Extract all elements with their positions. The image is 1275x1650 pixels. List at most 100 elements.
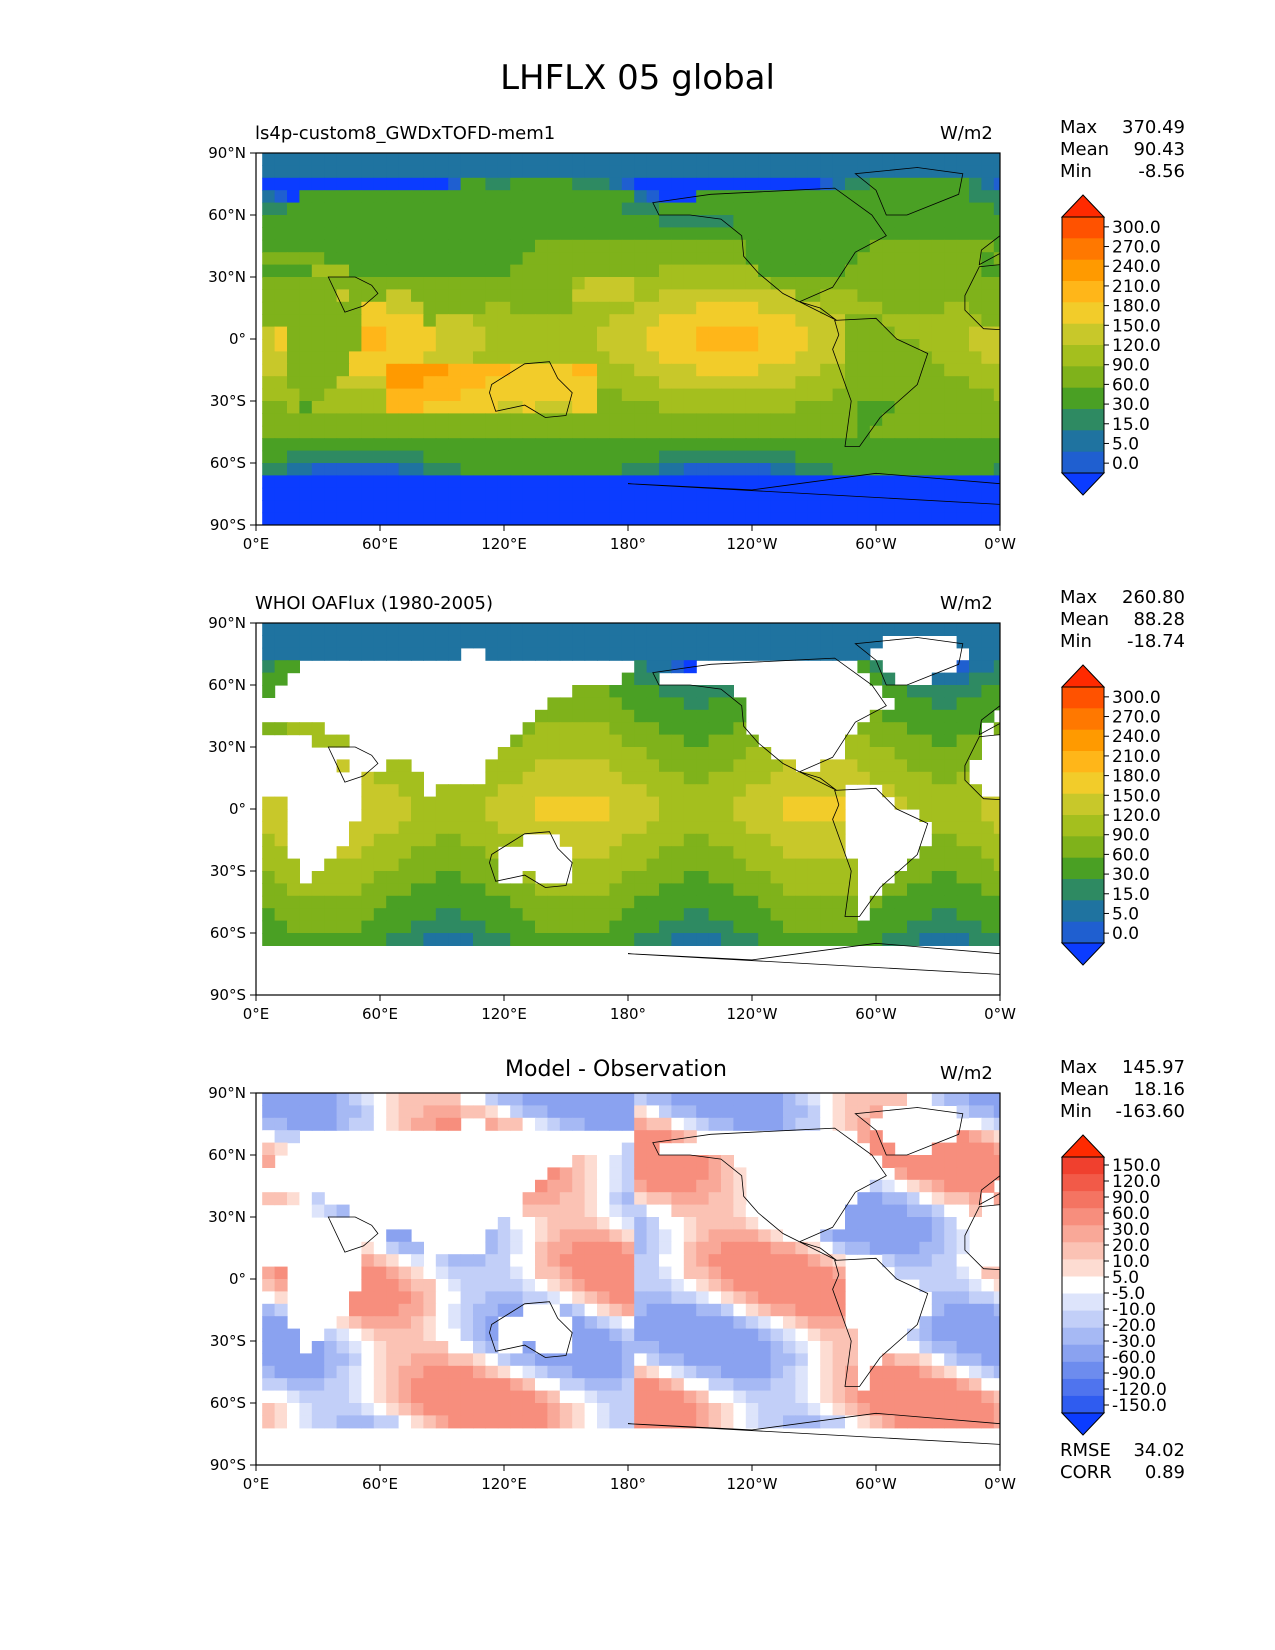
field-cell (274, 908, 288, 922)
field-cell (398, 314, 412, 328)
field-cell (634, 672, 648, 686)
field-cell (832, 1316, 846, 1330)
field-cell (869, 933, 883, 946)
field-cell (671, 1217, 685, 1230)
field-cell (845, 314, 858, 328)
field-cell (609, 1279, 623, 1292)
field-cell (349, 363, 362, 377)
field-cell (485, 413, 499, 427)
field-cell (845, 438, 858, 452)
field-cell (956, 1167, 970, 1181)
lon-tick-label: 60°W (855, 1005, 897, 1023)
field-cell (894, 1266, 908, 1280)
field-cell (522, 1117, 536, 1131)
field-cell (460, 425, 474, 439)
field-cell (373, 635, 387, 649)
field-cell (435, 1105, 449, 1119)
field-cell (597, 920, 610, 934)
field-cell (758, 1316, 772, 1330)
field-cell (758, 326, 772, 340)
lat-tick-label: 30°S (210, 1332, 246, 1350)
field-cell (497, 227, 511, 241)
field-cell (634, 425, 648, 439)
field-cell (659, 1229, 672, 1243)
field-cell (931, 1266, 945, 1280)
field-cell (745, 326, 759, 340)
field-cell (634, 821, 648, 835)
field-cell (510, 301, 524, 315)
field-cell (510, 647, 524, 661)
field-cell (659, 1117, 672, 1131)
field-cell (609, 363, 623, 377)
field-cell (485, 858, 499, 872)
field-cell (473, 883, 486, 897)
field-cell (547, 1403, 561, 1416)
field-cell (944, 438, 958, 452)
field-cell (398, 227, 412, 241)
field-cell (311, 388, 325, 402)
colorbar-segment (1062, 345, 1104, 367)
field-cell (944, 759, 958, 773)
field-cell (597, 771, 610, 785)
field-cell (584, 1303, 598, 1317)
field-cell (993, 487, 1000, 501)
field-cell (634, 512, 648, 525)
field-cell (745, 1117, 759, 1131)
field-cell (993, 314, 1000, 328)
field-cell (522, 264, 536, 278)
field-cell (733, 475, 747, 489)
field-cell (299, 215, 313, 228)
field-cell (659, 215, 672, 228)
field-cell (547, 177, 561, 191)
field-cell (398, 784, 412, 798)
field-cell (845, 475, 858, 489)
field-cell (671, 202, 685, 216)
field-cell (993, 1365, 1000, 1379)
field-cell (597, 685, 610, 698)
field-cell (659, 623, 672, 636)
field-cell (708, 709, 722, 723)
field-cell (411, 821, 424, 835)
field-cell (721, 450, 734, 464)
field-cell (944, 1378, 958, 1392)
field-cell (944, 202, 958, 216)
field-cell (584, 871, 598, 884)
field-cell (671, 339, 685, 352)
field-cell (931, 215, 945, 228)
field-cell (969, 1130, 982, 1144)
field-cell (907, 500, 920, 514)
field-cell (311, 1093, 325, 1106)
field-cell (535, 277, 548, 290)
field-cell (547, 215, 561, 228)
field-cell (324, 512, 338, 525)
field-cell (993, 463, 1000, 476)
field-cell (721, 475, 734, 489)
field-cell (262, 1328, 276, 1342)
field-cell (411, 1365, 424, 1379)
field-cell (473, 871, 486, 884)
field-cell (993, 239, 1000, 253)
field-cell (894, 771, 908, 785)
field-cell (274, 425, 288, 439)
field-cell (882, 475, 896, 489)
field-cell (435, 623, 449, 636)
field-cell (919, 871, 933, 884)
field-cell (696, 289, 710, 303)
field-cell (609, 227, 623, 241)
field-cell (423, 1328, 437, 1342)
field-cell (361, 821, 375, 835)
field-cell (287, 388, 300, 402)
field-cell (435, 475, 449, 489)
field-cell (721, 401, 734, 414)
field-cell (820, 846, 834, 860)
field-cell (460, 809, 474, 822)
field-cell (609, 277, 623, 290)
field-cell (584, 1279, 598, 1292)
field-cell (423, 215, 437, 228)
field-cell (621, 920, 635, 934)
field-cell (448, 202, 462, 216)
field-cell (597, 1254, 610, 1268)
field-cell (696, 920, 710, 934)
field-cell (659, 647, 672, 661)
field-cell (559, 1279, 573, 1292)
